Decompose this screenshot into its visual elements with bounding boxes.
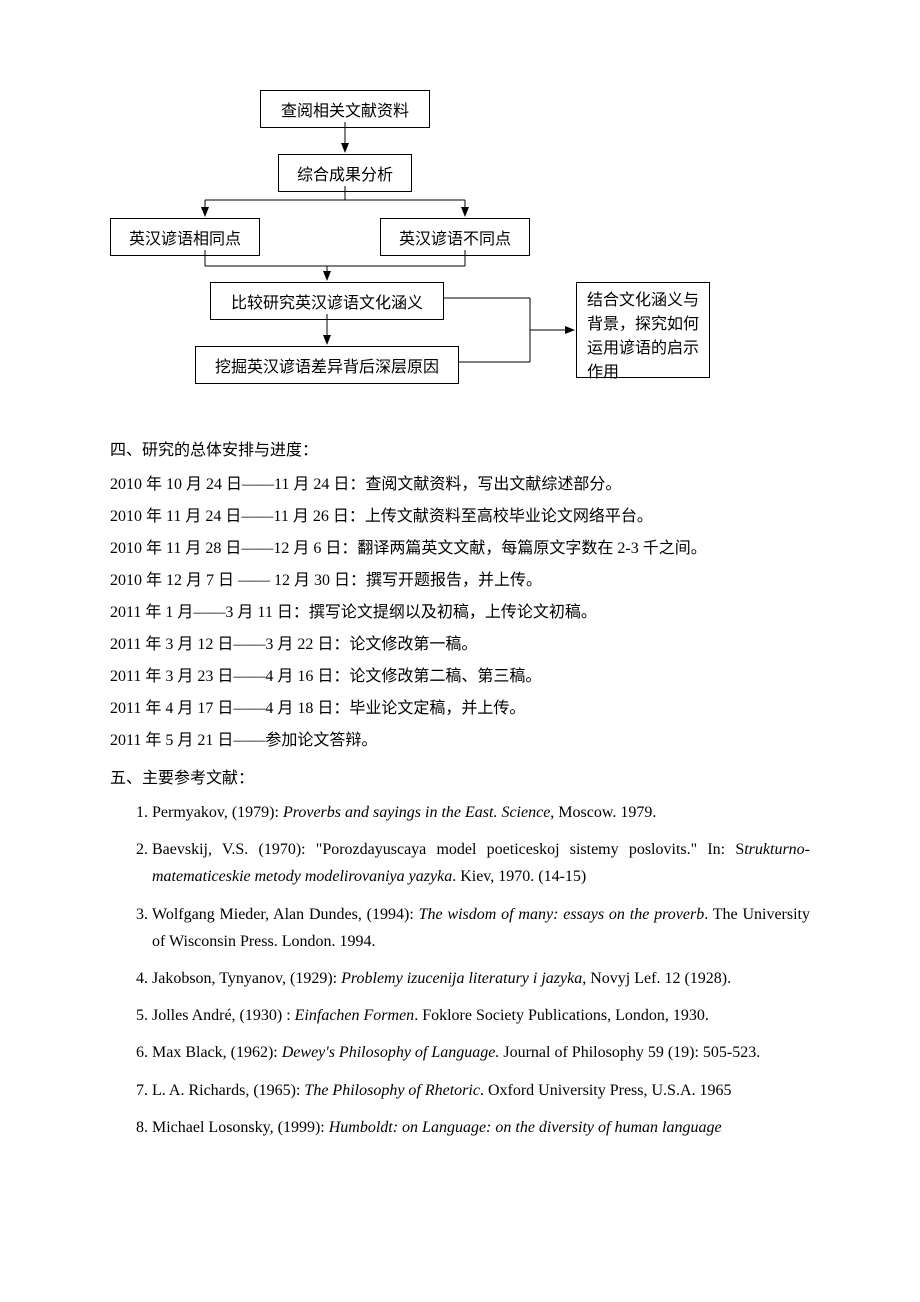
schedule-line: 2011 年 4 月 17 日——4 月 18 日：毕业论文定稿，并上传。 bbox=[110, 693, 810, 725]
ref-it: Proverbs and sayings in the East. Scienc… bbox=[283, 804, 550, 821]
ref-pre: Baevskij, V.S. (1970): "Porozdayuscaya m… bbox=[152, 841, 744, 858]
schedule-line: 2011 年 3 月 12 日——3 月 22 日：论文修改第一稿。 bbox=[110, 629, 810, 661]
schedule-line: 2010 年 12 月 7 日 —— 12 月 30 日：撰写开题报告，并上传。 bbox=[110, 565, 810, 597]
ref-item: Jakobson, Tynyanov, (1929): Problemy izu… bbox=[152, 965, 810, 992]
ref-item: Permyakov, (1979): Proverbs and sayings … bbox=[152, 799, 810, 826]
ref-it: Humboldt: on Language: on the diversity … bbox=[329, 1119, 722, 1136]
flowchart: 查阅相关文献资料 综合成果分析 英汉谚语相同点 英汉谚语不同点 比较研究英汉谚语… bbox=[110, 90, 810, 410]
ref-post: . Oxford University Press, U.S.A. 1965 bbox=[480, 1082, 732, 1099]
ref-pre: L. A. Richards, (1965): bbox=[152, 1082, 304, 1099]
ref-post: , Moscow. 1979. bbox=[550, 804, 656, 821]
ref-pre: Wolfgang Mieder, Alan Dundes, (1994): bbox=[152, 906, 419, 923]
flow-box-2: 综合成果分析 bbox=[278, 154, 412, 192]
ref-item: Wolfgang Mieder, Alan Dundes, (1994): Th… bbox=[152, 901, 810, 955]
references-list: Permyakov, (1979): Proverbs and sayings … bbox=[110, 799, 810, 1141]
section4-title: 四、研究的总体安排与进度： bbox=[110, 435, 810, 467]
ref-item: L. A. Richards, (1965): The Philosophy o… bbox=[152, 1077, 810, 1104]
ref-pre: Permyakov, (1979): bbox=[152, 804, 283, 821]
ref-item: Michael Losonsky, (1999): Humboldt: on L… bbox=[152, 1114, 810, 1141]
ref-it: The wisdom of many: essays on the prover… bbox=[419, 906, 705, 923]
ref-it: Problemy izucenija literatury i jazyka bbox=[341, 970, 582, 987]
flow-box-7: 结合文化涵义与背景，探究如何运用谚语的启示作用 bbox=[576, 282, 710, 378]
ref-it: The Philosophy of Rhetoric bbox=[304, 1082, 480, 1099]
ref-item: Jolles André, (1930) : Einfachen Formen.… bbox=[152, 1002, 810, 1029]
flow-box-5: 比较研究英汉谚语文化涵义 bbox=[210, 282, 444, 320]
schedule-line: 2011 年 3 月 23 日——4 月 16 日：论文修改第二稿、第三稿。 bbox=[110, 661, 810, 693]
ref-pre: Michael Losonsky, (1999): bbox=[152, 1119, 329, 1136]
flow-box-6: 挖掘英汉谚语差异背后深层原因 bbox=[195, 346, 459, 384]
ref-post: . Kiev, 1970. (14-15) bbox=[452, 868, 586, 885]
schedule-line: 2011 年 1 月——3 月 11 日：撰写论文提纲以及初稿，上传论文初稿。 bbox=[110, 597, 810, 629]
ref-post: . Foklore Society Publications, London, … bbox=[414, 1007, 709, 1024]
schedule-line: 2011 年 5 月 21 日——参加论文答辩。 bbox=[110, 725, 810, 757]
schedule-line: 2010 年 10 月 24 日——11 月 24 日：查阅文献资料，写出文献综… bbox=[110, 469, 810, 501]
ref-it: Einfachen Formen bbox=[295, 1007, 415, 1024]
section5-title: 五、主要参考文献： bbox=[110, 763, 810, 795]
ref-item: Baevskij, V.S. (1970): "Porozdayuscaya m… bbox=[152, 836, 810, 890]
ref-item: Max Black, (1962): Dewey's Philosophy of… bbox=[152, 1039, 810, 1066]
flow-box-3: 英汉谚语相同点 bbox=[110, 218, 260, 256]
flow-box-1: 查阅相关文献资料 bbox=[260, 90, 430, 128]
schedule-line: 2010 年 11 月 28 日——12 月 6 日：翻译两篇英文文献，每篇原文… bbox=[110, 533, 810, 565]
flow-box-4: 英汉谚语不同点 bbox=[380, 218, 530, 256]
ref-pre: Jolles André, (1930) : bbox=[152, 1007, 295, 1024]
ref-post: , Novyj Lef. 12 (1928). bbox=[582, 970, 731, 987]
schedule-line: 2010 年 11 月 24 日——11 月 26 日：上传文献资料至高校毕业论… bbox=[110, 501, 810, 533]
ref-post: Journal of Philosophy 59 (19): 505-523. bbox=[499, 1044, 760, 1061]
ref-it: Dewey's Philosophy of Language. bbox=[282, 1044, 500, 1061]
ref-pre: Max Black, (1962): bbox=[152, 1044, 282, 1061]
ref-pre: Jakobson, Tynyanov, (1929): bbox=[152, 970, 341, 987]
